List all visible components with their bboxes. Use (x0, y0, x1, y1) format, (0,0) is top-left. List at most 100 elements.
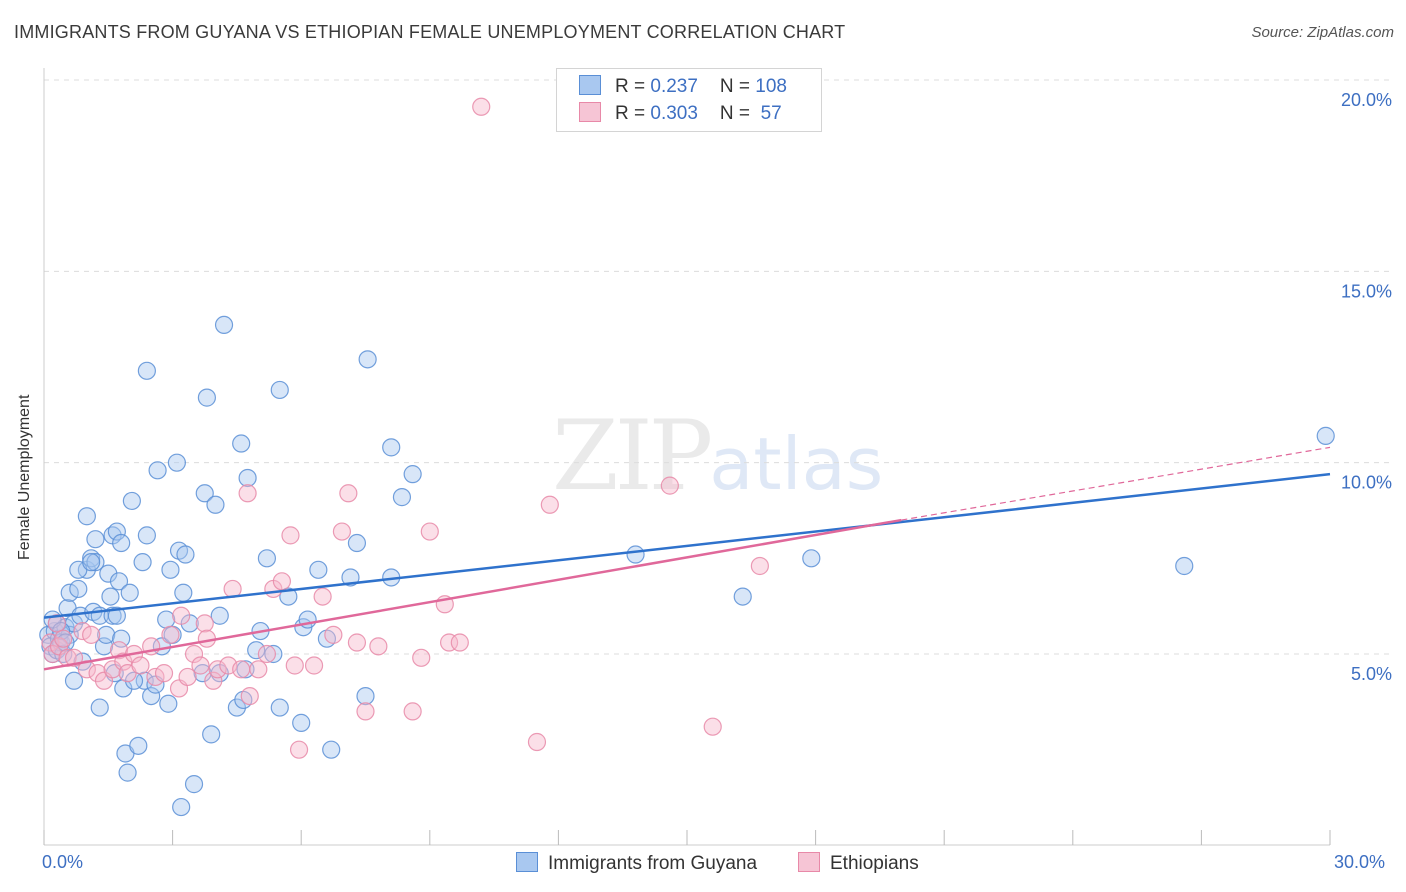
point-guyana (77, 507, 96, 526)
point-ethiopians (172, 606, 191, 625)
point-guyana (129, 736, 148, 755)
bottom-legend-swatch-blue (516, 852, 538, 872)
point-guyana (107, 522, 126, 541)
point-guyana (184, 775, 204, 794)
point-guyana (270, 698, 289, 717)
point-guyana (120, 583, 139, 602)
point-ethiopians (161, 625, 180, 644)
point-ethiopians (660, 476, 679, 495)
legend-swatch-pink (579, 102, 601, 122)
point-ethiopians (356, 702, 375, 721)
point-guyana (1316, 426, 1335, 445)
axes (43, 68, 1331, 846)
point-ethiopians (184, 644, 204, 664)
source-label: Source: ZipAtlas.com (1251, 24, 1394, 41)
point-guyana (292, 713, 311, 732)
point-guyana (232, 434, 251, 453)
point-ethiopians (420, 522, 439, 541)
bottom-legend-swatch-pink (798, 852, 820, 872)
point-guyana (247, 641, 266, 660)
bottom-legend-ethiopians: Ethiopians (798, 852, 919, 875)
y-tick-label: 10.0% (1341, 473, 1392, 493)
trend-lines (43, 446, 1331, 671)
point-guyana (118, 763, 137, 782)
point-guyana (159, 694, 178, 713)
point-ethiopians (154, 664, 174, 683)
point-ethiopians (369, 637, 388, 656)
point-guyana (82, 553, 101, 572)
point-ethiopians (272, 572, 292, 591)
point-ethiopians (82, 625, 101, 644)
point-guyana (347, 533, 367, 553)
point-guyana (802, 549, 821, 568)
watermark: ZIPatlas (552, 400, 883, 512)
point-guyana (356, 686, 375, 706)
point-guyana (270, 380, 289, 400)
point-ethiopians (332, 522, 352, 541)
legend-n-value-blue: 108 (755, 76, 787, 97)
y-tick-label: 15.0% (1341, 281, 1392, 301)
legend-row-blue: R = 0.237 N = 108 (579, 75, 787, 97)
point-guyana (206, 495, 225, 514)
point-guyana (733, 587, 752, 606)
point-ethiopians (285, 656, 304, 675)
point-ethiopians (540, 495, 559, 514)
point-guyana (358, 350, 377, 369)
point-guyana (112, 629, 131, 648)
legend-n-label: N = (719, 76, 756, 97)
point-ethiopians (412, 648, 431, 667)
bottom-legend-label-guyana: Immigrants from Guyana (548, 853, 758, 874)
point-ethiopians (347, 633, 367, 652)
point-guyana (137, 526, 156, 545)
point-guyana (107, 606, 126, 625)
x-tick-max: 30.0% (1334, 852, 1386, 872)
trend-line-guyana (43, 472, 1331, 619)
point-guyana (167, 453, 186, 472)
legend-box: R = 0.237 N = 108 R = 0.303 N = 57 (556, 68, 822, 132)
point-guyana (257, 549, 277, 568)
point-guyana (112, 533, 131, 553)
x-tick-min: 0.0% (42, 852, 84, 872)
point-ethiopians (195, 614, 214, 633)
point-guyana (94, 637, 114, 656)
point-guyana (309, 560, 328, 579)
point-ethiopians (289, 740, 309, 759)
y-tick-label: 20.0% (1341, 90, 1392, 110)
point-guyana (403, 465, 422, 484)
point-guyana (172, 797, 191, 817)
point-ethiopians (146, 667, 165, 687)
series-guyana (39, 315, 1335, 817)
point-guyana (210, 606, 229, 625)
point-ethiopians (750, 556, 769, 576)
point-guyana (202, 725, 221, 744)
watermark-zip: ZIP (552, 400, 713, 512)
point-ethiopians (313, 587, 332, 606)
point-ethiopians (249, 660, 268, 679)
point-ethiopians (238, 484, 257, 503)
point-guyana (157, 610, 176, 629)
point-guyana (238, 468, 257, 488)
point-ethiopians (178, 667, 197, 687)
point-ethiopians (191, 656, 210, 675)
watermark-atlas: atlas (709, 422, 884, 506)
point-ethiopians (403, 702, 422, 721)
point-guyana (197, 388, 216, 407)
point-guyana (279, 587, 298, 606)
y-tick-label: 5.0% (1351, 664, 1392, 684)
point-ethiopians (257, 644, 277, 664)
point-guyana (133, 553, 152, 572)
point-ethiopians (339, 484, 358, 503)
point-guyana (109, 572, 129, 591)
point-guyana (176, 545, 195, 564)
point-guyana (86, 553, 105, 572)
point-guyana (148, 461, 167, 480)
legend-n-value-pink: 57 (755, 103, 782, 124)
point-guyana (195, 484, 214, 503)
point-ethiopians (324, 625, 343, 644)
point-guyana (64, 671, 84, 690)
tick-labels: 5.0% 10.0% 15.0% 20.0% (1341, 90, 1392, 684)
legend-r-value-pink: 0.303 (650, 103, 698, 124)
point-ethiopians (73, 621, 92, 641)
legend-n-label: N = (719, 103, 756, 124)
